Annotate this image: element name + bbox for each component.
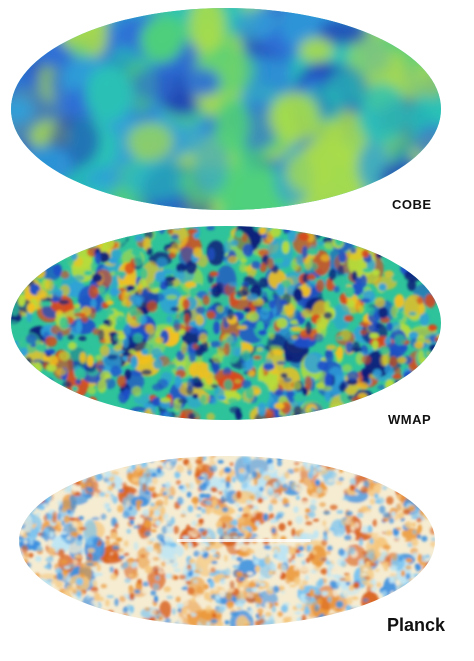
cobe-label: COBE — [392, 197, 432, 212]
planck-label: Planck — [387, 615, 446, 635]
wmap-sky-map — [11, 226, 441, 420]
planck-sky-map — [19, 456, 435, 626]
cobe-sky-map — [11, 8, 441, 210]
wmap-label: WMAP — [388, 412, 432, 427]
